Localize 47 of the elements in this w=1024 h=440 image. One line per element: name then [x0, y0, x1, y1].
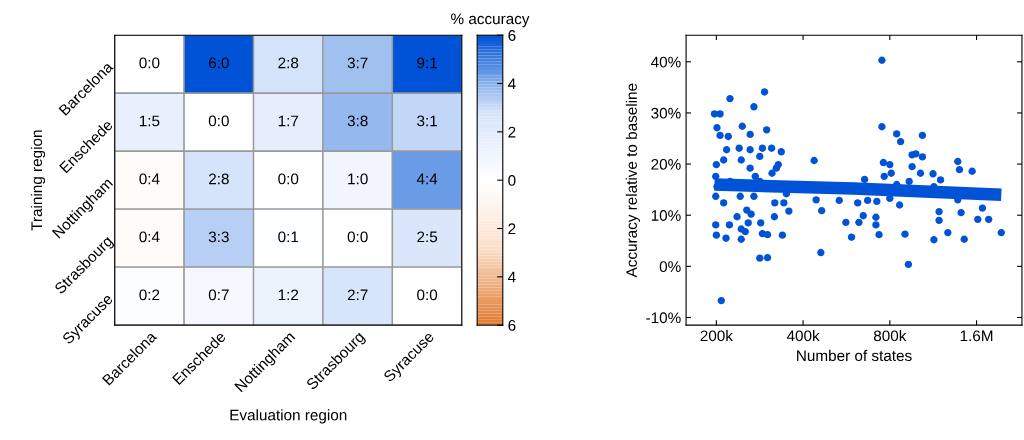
color-bar-title: % accuracy	[451, 13, 530, 28]
data-label: 0:0	[208, 115, 229, 127]
x-tick-label: 1.6M	[960, 330, 993, 342]
data-label: 3:8	[347, 115, 368, 127]
color-bar-label: 6	[508, 30, 516, 41]
data-label: 6:0	[208, 57, 229, 69]
data-label: 2:7	[347, 289, 368, 301]
data-label: 2:8	[208, 173, 229, 185]
y-tick-label: 0%	[659, 261, 681, 273]
color-bar-label: 2	[508, 223, 516, 235]
data-label: 3:1	[417, 115, 437, 127]
color-bar-label: 4	[508, 78, 516, 90]
data-label: 0:0	[417, 289, 438, 301]
data-label: 1:7	[278, 115, 299, 127]
data-label: 1:2	[278, 289, 299, 301]
x-tick-label: 800k	[873, 330, 907, 342]
data-label: 4:4	[416, 173, 438, 185]
data-label: 9:1	[417, 57, 437, 69]
y-tick-label: 20%	[651, 158, 681, 170]
x-tick-label: 400k	[786, 330, 820, 342]
color-bar-label: 6	[508, 320, 516, 331]
y-tick-label: 30%	[651, 107, 681, 119]
y-tick-label: 40%	[650, 56, 681, 68]
y-tick-label: 10%	[651, 210, 681, 221]
y-axis-title: Training region	[30, 130, 46, 231]
data-label: 2:5	[417, 231, 438, 243]
data-label: 1:0	[348, 173, 368, 185]
y-axis-title: Accuracy relative to baseline	[625, 83, 640, 278]
data-label: 0:2	[139, 289, 160, 301]
data-label: 3:7	[347, 57, 368, 69]
data-label: 1:5	[139, 115, 160, 127]
data-label: 0:4	[139, 231, 160, 243]
x-axis-title: Evaluation region	[230, 409, 347, 424]
data-label: 3:3	[208, 231, 229, 243]
color-bar-label: 4	[508, 271, 516, 283]
y-tick-label: -10%	[646, 312, 681, 324]
x-axis-title: Number of states	[797, 349, 912, 362]
data-label: 2:8	[278, 57, 299, 69]
data-label: 0:0	[139, 57, 160, 69]
color-bar-label: 0	[508, 175, 516, 186]
data-label: 0:1	[278, 231, 299, 243]
data-label: 0:0	[347, 231, 368, 243]
color-bar-label: 2	[508, 126, 516, 138]
data-label: 0:0	[278, 173, 299, 185]
data-label: 0:7	[208, 289, 229, 301]
data-label: 0:4	[139, 173, 160, 185]
x-tick-label: 200k	[700, 330, 733, 342]
